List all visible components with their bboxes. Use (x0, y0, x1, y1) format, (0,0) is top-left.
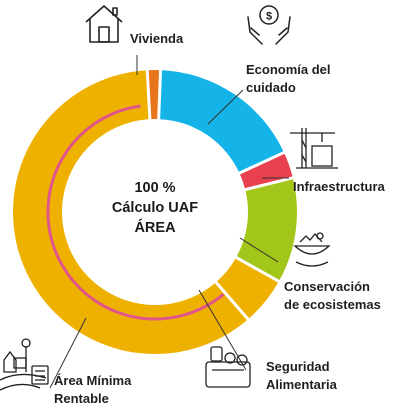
center-label: 100 % Cálculo UAF ÁREA (70, 178, 240, 238)
label-area-minima: Área Mínima Rentable (54, 373, 132, 406)
label-infraestructura: Infraestructura (293, 179, 385, 194)
leader-area (49, 317, 87, 389)
segment-separator (145, 69, 152, 121)
center-calc-title: Cálculo UAF (111, 200, 199, 216)
leader-conservacion (239, 237, 279, 263)
segment-separator (243, 176, 295, 192)
label-seguridad: Seguridad Alimentaria (266, 359, 337, 392)
leader-economia (207, 89, 244, 125)
svg-text:$: $ (266, 11, 272, 23)
center-area: ÁREA (134, 220, 176, 236)
hands-money-icon: $ (247, 5, 291, 45)
label-vivienda: Vivienda (130, 31, 184, 46)
segment-area-minima-rentable (12, 70, 249, 355)
center-percent: 100 % (134, 180, 176, 196)
segment-separator (234, 255, 281, 284)
segment-separator (214, 280, 250, 321)
construction-crane-icon (290, 128, 338, 169)
segment-economia-del-cuidado (158, 70, 284, 174)
farm-calculator-icon (0, 338, 49, 391)
house-icon (85, 5, 123, 43)
label-conservacion: Conservación de ecosistemas (284, 279, 381, 312)
ecosystem-bowl-icon (293, 232, 331, 267)
area-minima-inner-arc (46, 104, 225, 321)
segment-conservacion-ecosistemas (236, 177, 297, 282)
grocery-bag-icon (205, 346, 251, 388)
label-economia: Economía del cuidado (246, 62, 331, 95)
segment-separator (157, 69, 163, 121)
segment-separator (237, 150, 286, 175)
